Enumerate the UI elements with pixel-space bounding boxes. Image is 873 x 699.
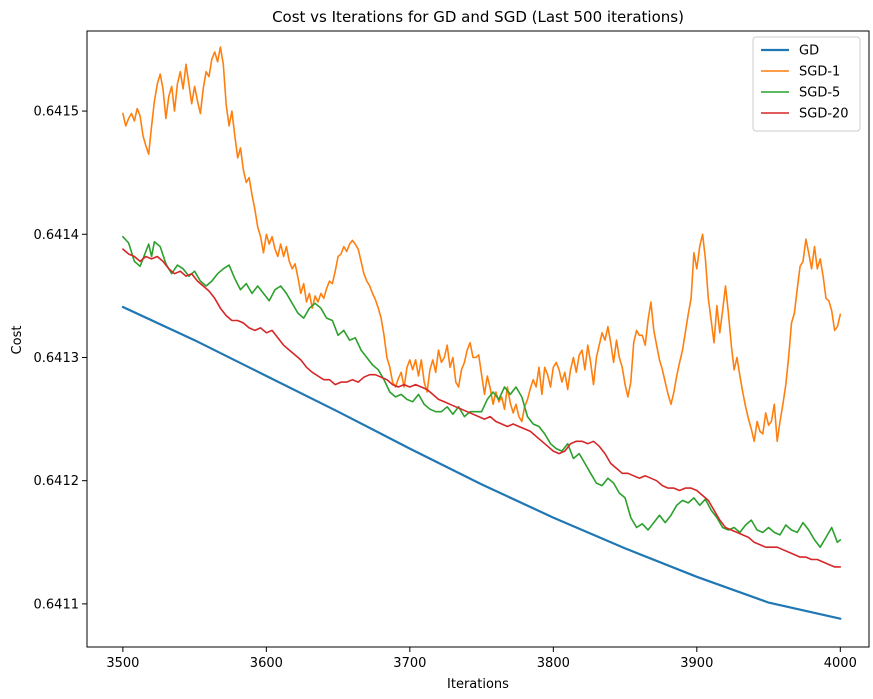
- x-tick-label: 3500: [106, 656, 139, 671]
- legend-label-sgd-5: SGD-5: [799, 86, 840, 101]
- y-tick-label: 0.6411: [34, 597, 80, 612]
- series-layer: [121, 46, 842, 620]
- y-axis-label: Cost: [10, 326, 25, 355]
- chart-title: Cost vs Iterations for GD and SGD (Last …: [272, 8, 684, 26]
- x-axis-label: Iterations: [447, 677, 509, 692]
- series-line-sgd-1: [122, 46, 842, 443]
- x-tick-label: 3600: [250, 656, 283, 671]
- x-tick-label: 3900: [680, 656, 713, 671]
- legend-box: [752, 36, 861, 132]
- series-line-gd: [121, 305, 842, 620]
- y-tick-label: 0.6412: [34, 474, 80, 489]
- series-line-sgd-20: [122, 248, 842, 568]
- y-axis: 0.6411 0.6412 0.6413 0.6414 0.6415: [34, 105, 87, 612]
- legend-label-sgd-20: SGD-20: [799, 107, 849, 122]
- legend: GD SGD-1 SGD-5 SGD-20: [752, 36, 861, 132]
- series-line-sgd-5: [122, 235, 842, 548]
- plot-frame: [86, 30, 870, 648]
- x-axis: 3500 3600 3700 3800 3900 4000: [106, 647, 857, 671]
- x-tick-label: 3700: [393, 656, 426, 671]
- y-tick-label: 0.6415: [34, 105, 80, 120]
- x-tick-label: 3800: [537, 656, 570, 671]
- legend-label-gd: GD: [799, 44, 819, 59]
- legend-label-sgd-1: SGD-1: [799, 65, 840, 80]
- x-tick-label: 4000: [824, 656, 857, 671]
- y-tick-label: 0.6413: [34, 351, 80, 366]
- y-tick-label: 0.6414: [34, 228, 80, 243]
